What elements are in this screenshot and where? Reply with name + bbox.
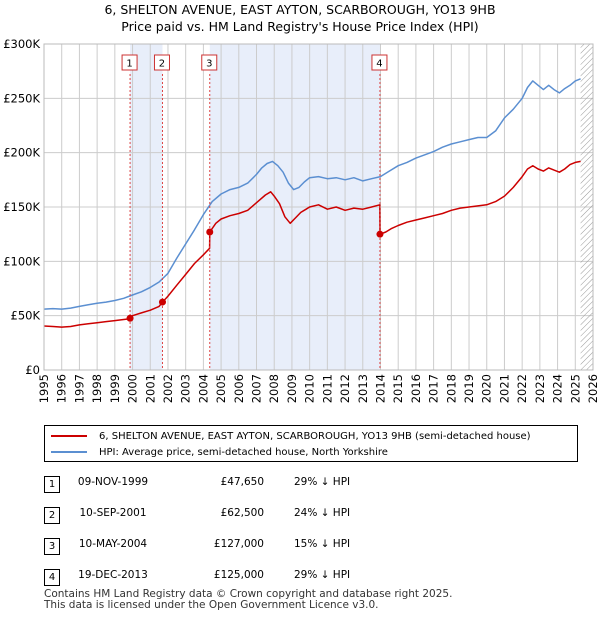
sale-marker-box xyxy=(153,54,170,71)
x-tick-label: 2024 xyxy=(551,374,565,403)
sale-marker-badge: 3 xyxy=(201,54,218,71)
legend-item-price: 6, SHELTON AVENUE, EAST AYTON, SCARBOROU… xyxy=(51,428,531,444)
x-tick-label: 2007 xyxy=(250,374,264,403)
x-tick-label: 2008 xyxy=(267,374,281,403)
sale-marker-box xyxy=(121,54,138,71)
sale-row: 2 10-SEP-2001 £62,500 24% ↓ HPI xyxy=(44,507,424,525)
sale-markers: 1 2 3 4 xyxy=(121,54,388,370)
sale-price: £62,500 xyxy=(220,507,264,519)
x-tick-label: 2022 xyxy=(515,374,529,403)
plot-frame xyxy=(43,43,594,371)
future-hatch-area xyxy=(580,44,593,370)
x-tick-label: 2010 xyxy=(303,374,317,403)
sale-marker-box xyxy=(201,54,218,71)
sale-hpi-diff: 29% ↓ HPI xyxy=(294,476,351,488)
y-tick-label: £0 xyxy=(25,363,40,377)
sale-hpi-diff: 15% ↓ HPI xyxy=(294,538,351,550)
y-tick-label: £250K xyxy=(3,91,40,105)
x-tick-label: 2016 xyxy=(409,374,423,403)
sale-marker-label: 1 xyxy=(126,59,132,70)
legend-label-price: 6, SHELTON AVENUE, EAST AYTON, SCARBOROU… xyxy=(99,430,531,442)
sale-marker-badge: 2 xyxy=(153,54,170,71)
x-tick-label: 1995 xyxy=(37,374,51,403)
sale-number-badge: 4 xyxy=(44,569,60,586)
sale-point xyxy=(376,230,384,238)
x-tick-label: 2009 xyxy=(285,374,299,403)
x-tick-label: 2026 xyxy=(586,374,600,403)
x-tick-label: 2006 xyxy=(232,374,246,403)
sale-marker-badge: 1 xyxy=(121,54,138,71)
y-tick-label: £300K xyxy=(3,37,40,51)
footer-licence: This data is licensed under the Open Gov… xyxy=(44,599,379,611)
x-tick-label: 2012 xyxy=(338,374,352,403)
x-tick-label: 2013 xyxy=(356,374,370,403)
x-tick-label: 2017 xyxy=(427,374,441,403)
sale-point xyxy=(126,314,134,322)
chart-title-line-1: 6, SHELTON AVENUE, EAST AYTON, SCARBOROU… xyxy=(104,2,496,17)
x-tick-label: 2001 xyxy=(143,374,157,403)
x-tick-label: 2018 xyxy=(444,374,458,403)
y-tick-label: £100K xyxy=(3,254,40,268)
x-tick-label: 2011 xyxy=(320,374,334,403)
sale-row: 1 09-NOV-1999 £47,650 29% ↓ HPI xyxy=(44,476,424,494)
footer-copyright: Contains HM Land Registry data © Crown c… xyxy=(44,588,453,600)
grid xyxy=(43,43,594,371)
x-tick-label: 1997 xyxy=(72,374,86,403)
x-tick-label: 1996 xyxy=(55,374,69,403)
legend-label-hpi: HPI: Average price, semi-detached house,… xyxy=(99,446,388,458)
sale-price: £47,650 xyxy=(220,476,264,488)
sale-marker-label: 3 xyxy=(206,59,212,70)
x-tick-label: 2014 xyxy=(373,374,387,403)
x-tick-label: 1999 xyxy=(108,374,122,403)
sale-number-badge: 1 xyxy=(44,476,60,493)
sale-hpi-diff: 24% ↓ HPI xyxy=(294,507,351,519)
chart-title-line-2: Price paid vs. HM Land Registry's House … xyxy=(121,19,479,34)
x-tick-label: 2019 xyxy=(462,374,476,403)
x-tick-label: 2023 xyxy=(533,374,547,403)
sale-row: 3 10-MAY-2004 £127,000 15% ↓ HPI xyxy=(44,538,424,556)
sale-date: 09-NOV-1999 xyxy=(77,476,149,488)
sale-date: 10-MAY-2004 xyxy=(78,538,148,550)
sale-point xyxy=(158,298,166,306)
x-tick-label: 2015 xyxy=(391,374,405,403)
x-tick-label: 2003 xyxy=(179,374,193,403)
sale-number-badge: 3 xyxy=(44,538,60,555)
x-tick-label: 2005 xyxy=(214,374,228,403)
sale-date: 10-SEP-2001 xyxy=(79,507,147,519)
sale-marker-label: 4 xyxy=(376,59,382,70)
price-paid-line xyxy=(43,160,581,328)
series-lines xyxy=(43,78,581,328)
sale-marker-label: 2 xyxy=(159,59,165,70)
x-tick-label: 1998 xyxy=(90,374,104,403)
sale-point xyxy=(206,228,214,236)
y-tick-label: £50K xyxy=(11,309,41,323)
x-tick-label: 2020 xyxy=(480,374,494,403)
legend-swatch-price xyxy=(51,435,87,437)
y-tick-label: £150K xyxy=(3,200,40,214)
sale-number-badge: 2 xyxy=(44,507,60,524)
x-tick-label: 2025 xyxy=(568,374,582,403)
sale-date: 19-DEC-2013 xyxy=(78,569,148,581)
future-hatch xyxy=(580,44,593,370)
y-tick-label: £200K xyxy=(3,146,40,160)
sale-price: £125,000 xyxy=(213,569,264,581)
sale-marker-badge: 4 xyxy=(371,54,388,71)
x-tick-label: 2021 xyxy=(497,374,511,403)
legend-swatch-hpi xyxy=(51,451,87,453)
sale-hpi-diff: 29% ↓ HPI xyxy=(294,569,351,581)
sale-price: £127,000 xyxy=(213,538,264,550)
x-tick-label: 2000 xyxy=(126,374,140,403)
hpi-line xyxy=(43,78,581,310)
x-tick-label: 2004 xyxy=(196,374,210,403)
legend: 6, SHELTON AVENUE, EAST AYTON, SCARBOROU… xyxy=(44,425,578,462)
x-tick-label: 2002 xyxy=(161,374,175,403)
sale-row: 4 19-DEC-2013 £125,000 29% ↓ HPI xyxy=(44,569,424,587)
sale-marker-box xyxy=(371,54,388,71)
legend-item-hpi: HPI: Average price, semi-detached house,… xyxy=(51,444,388,460)
